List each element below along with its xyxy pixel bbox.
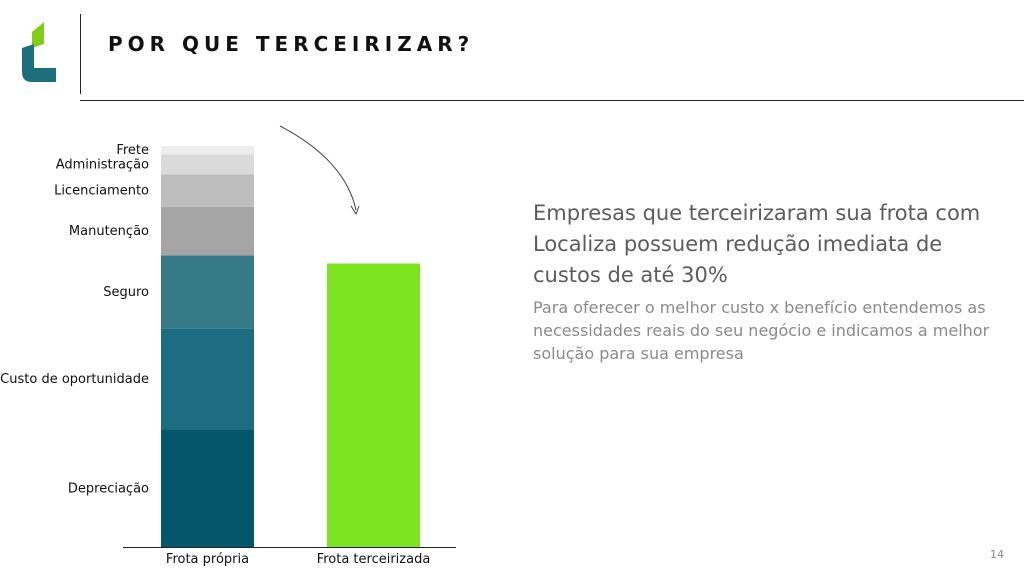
cost-comparison-chart: Depreciação Custo de oportunidade Seguro Ma… — [0, 125, 456, 567]
reduction-arrow-head — [350, 205, 360, 216]
x-tick-label-frota-terceirizada: Frota terceirizada — [317, 552, 431, 567]
bar-frota-propria-seguro — [161, 255, 254, 329]
bar-frota-propria-administracao — [161, 154, 254, 175]
segment-label-manutencao: Manutenção — [69, 224, 149, 239]
segment-label-custo-de-oportunidade: Custo de oportunidade — [0, 372, 149, 387]
segment-label-frete: Frete — [116, 143, 149, 158]
bar-frota-propria-manutencao — [161, 206, 254, 256]
bar-frota-propria-custo-de-oportunidade — [161, 328, 254, 430]
bar-frota-propria-depreciacao — [161, 429, 254, 547]
localiza-logo — [22, 22, 56, 82]
supporting-text: Para oferecer o melhor custo x benefício… — [533, 298, 990, 363]
segment-label-administracao: Administração — [56, 157, 149, 172]
logo-green-shape — [32, 22, 44, 48]
segment-label-licenciamento: Licenciamento — [54, 184, 149, 199]
x-tick-label-frota-propria: Frota própria — [166, 552, 249, 567]
header-rule — [80, 100, 1024, 101]
segment-label-depreciacao: Depreciação — [68, 481, 149, 496]
headline-text: Empresas que terceirizaram sua frota com… — [533, 201, 981, 287]
page-number: 14 — [990, 548, 1004, 561]
bar-frota-propria-frete — [161, 146, 254, 155]
bar-frota-terceirizada-series — [327, 263, 420, 547]
segment-label-seguro: Seguro — [103, 285, 149, 300]
logo-teal-shape — [22, 44, 56, 82]
bar-frota-propria-licenciamento — [161, 174, 254, 207]
header-divider — [80, 14, 81, 94]
page-title: POR QUE TERCEIRIZAR? — [108, 32, 475, 56]
reduction-arrow — [279, 125, 357, 211]
